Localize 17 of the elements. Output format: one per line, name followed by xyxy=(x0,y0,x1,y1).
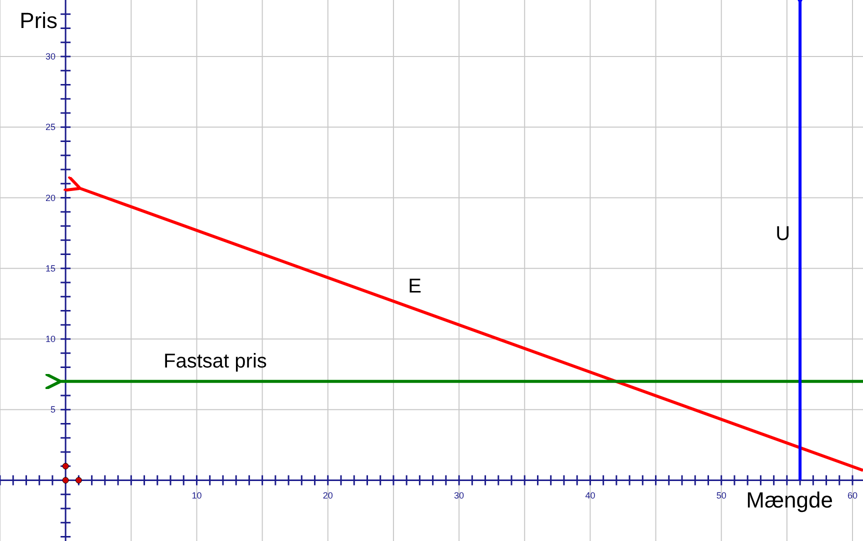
x-tick-label: 10 xyxy=(192,490,202,500)
y-tick-label: 25 xyxy=(46,122,56,132)
y-tick-label: 20 xyxy=(46,192,56,203)
y-tick-label: 30 xyxy=(46,52,56,62)
y-tick-label: 15 xyxy=(46,263,56,274)
x-axis-title: Mængde xyxy=(746,487,833,512)
y-tick-label: 5 xyxy=(50,404,56,415)
x-tick-label: 60 xyxy=(848,490,858,500)
y-axis-title: Pris xyxy=(20,8,58,33)
series-label: U xyxy=(776,223,790,246)
x-tick-label: 30 xyxy=(454,490,464,500)
series-label: E xyxy=(408,276,422,298)
x-tick-label: 40 xyxy=(585,490,596,500)
series-label: Fastsat pris xyxy=(164,350,267,372)
y-tick-label: 10 xyxy=(46,334,56,344)
x-tick-label: 50 xyxy=(716,490,726,500)
x-tick-label: 20 xyxy=(322,490,333,500)
